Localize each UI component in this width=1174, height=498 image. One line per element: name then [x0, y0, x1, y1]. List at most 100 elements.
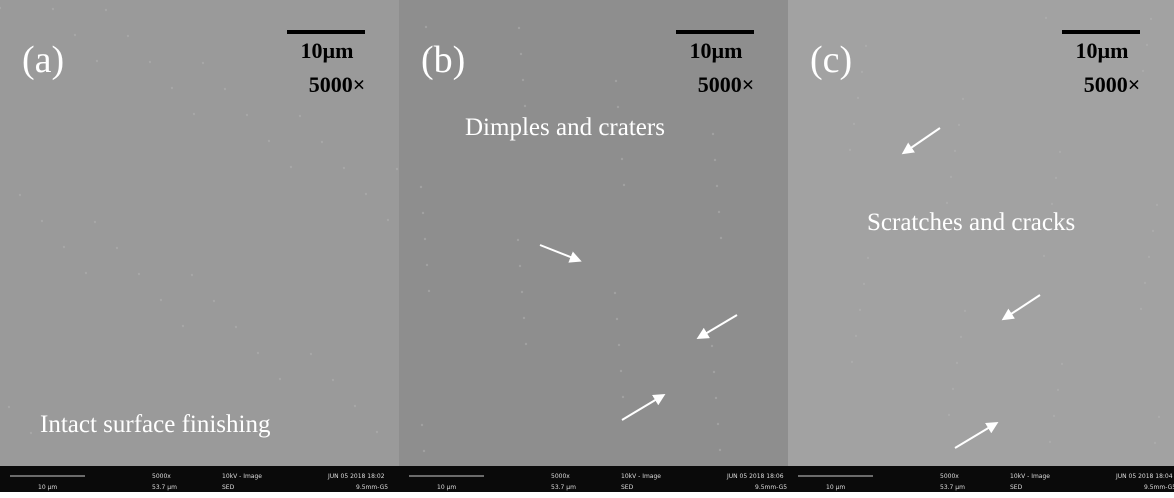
panel-label: (c): [810, 39, 852, 81]
surface-speck: [94, 221, 96, 223]
surface-speck: [618, 344, 620, 346]
surface-speck: [354, 405, 356, 407]
surface-speck: [224, 88, 226, 90]
surface-speck: [616, 318, 618, 320]
surface-speck: [299, 115, 301, 117]
surface-speck: [1057, 389, 1059, 391]
info-date: JUN 05 2018 18:02: [327, 473, 385, 480]
info-scale: 10 µm: [826, 484, 845, 491]
surface-speck: [958, 124, 960, 126]
surface-speck: [1051, 203, 1053, 205]
surface-speck: [290, 166, 292, 168]
surface-speck: [182, 325, 184, 327]
scale-bar-label: 10µm: [689, 38, 742, 63]
surface-speck: [105, 9, 107, 11]
surface-speck: [853, 123, 855, 125]
info-wd: 9.5mm-G5: [356, 484, 388, 491]
surface-speck: [268, 140, 270, 142]
surface-speck: [116, 247, 118, 249]
surface-speck: [1156, 204, 1158, 206]
surface-speck: [1061, 363, 1063, 365]
surface-speck: [127, 35, 129, 37]
surface-speck: [428, 290, 430, 292]
surface-speck: [861, 71, 863, 73]
scale-bar: [1062, 30, 1140, 34]
surface-speck: [424, 238, 426, 240]
surface-speck: [160, 299, 162, 301]
surface-speck: [30, 432, 32, 434]
info-date: JUN 05 2018 18:06: [726, 473, 784, 480]
surface-speck: [1144, 282, 1146, 284]
surface-speck: [716, 185, 718, 187]
scale-bar-label: 10µm: [1075, 38, 1128, 63]
surface-speck: [63, 246, 65, 248]
info-detector: SED: [222, 484, 235, 491]
surface-speck: [1140, 308, 1142, 310]
info-scale: 10 µm: [38, 484, 57, 491]
surface-speck: [851, 361, 853, 363]
surface-speck: [857, 97, 859, 99]
figure: (a) 10µm 5000× Intact surface finishing 10 µ…: [0, 0, 1174, 498]
surface-speck: [235, 326, 237, 328]
surface-speck: [74, 34, 76, 36]
surface-speck: [310, 353, 312, 355]
info-scale: 10 µm: [437, 484, 456, 491]
surface-speck: [518, 27, 520, 29]
panel: (c)10µm5000×Scratches and cracks10 µm500…: [788, 0, 1174, 492]
surface-speck: [387, 219, 389, 221]
surface-speck: [1150, 18, 1152, 20]
surface-speck: [718, 211, 720, 213]
surface-speck: [171, 87, 173, 89]
surface-speck: [865, 45, 867, 47]
surface-speck: [246, 114, 248, 116]
info-wd: 9.5mm-G5: [1144, 484, 1174, 491]
surface-speck: [614, 292, 616, 294]
surface-speck: [1148, 256, 1150, 258]
surface-speck: [1043, 255, 1045, 257]
surface-speck: [19, 194, 21, 196]
surface-speck: [332, 379, 334, 381]
surface-speck: [1142, 70, 1144, 72]
surface-speck: [1045, 17, 1047, 19]
panel-label: (b): [421, 39, 465, 81]
surface-speck: [714, 159, 716, 161]
surface-speck: [950, 176, 952, 178]
surface-speck: [517, 239, 519, 241]
surface-speck: [41, 220, 43, 222]
surface-speck: [960, 336, 962, 338]
surface-speck: [720, 237, 722, 239]
surface-speck: [96, 60, 98, 62]
surface-speck: [952, 388, 954, 390]
scale-bar-label: 10µm: [300, 38, 353, 63]
surface-speck: [867, 257, 869, 259]
surface-speck: [365, 193, 367, 195]
surface-speck: [711, 345, 713, 347]
surface-speck: [1146, 44, 1148, 46]
surface-speck: [279, 378, 281, 380]
surface-speck: [521, 291, 523, 293]
surface-speck: [425, 26, 427, 28]
surface-speck: [617, 106, 619, 108]
surface-speck: [855, 335, 857, 337]
scale-bar: [676, 30, 754, 34]
surface-speck: [1154, 442, 1156, 444]
surface-speck: [948, 414, 950, 416]
magnification: 5000×: [698, 72, 755, 97]
surface-speck: [519, 265, 521, 267]
surface-speck: [1152, 230, 1154, 232]
surface-speck: [149, 61, 151, 63]
surface-speck: [376, 431, 378, 433]
info-date: JUN 05 2018 18:04: [1115, 473, 1173, 480]
surface-speck: [1049, 441, 1051, 443]
surface-speck: [620, 370, 622, 372]
magnification: 5000×: [1084, 72, 1141, 97]
surface-speck: [1059, 151, 1061, 153]
surface-speck: [213, 300, 215, 302]
info-field: 53.7 µm: [152, 484, 177, 491]
panel-label: (a): [22, 39, 64, 81]
surface-speck: [717, 423, 719, 425]
annotation: Intact surface finishing: [40, 411, 271, 438]
surface-speck: [962, 98, 964, 100]
